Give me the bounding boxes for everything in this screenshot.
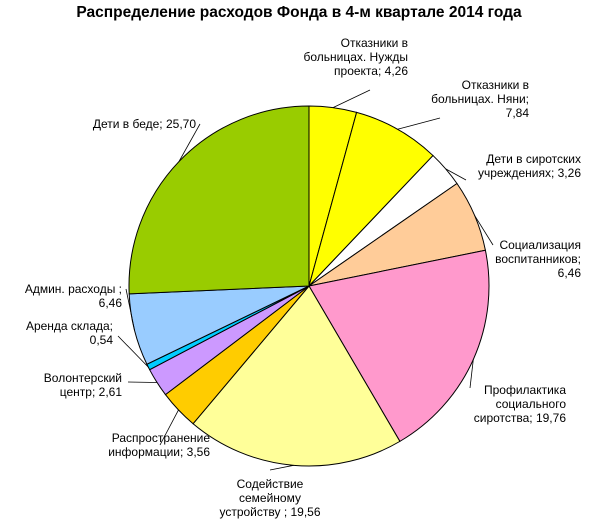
data-label-line: Волонтерский bbox=[44, 371, 122, 385]
leader-lines bbox=[117, 89, 494, 471]
data-label-line: Содействие bbox=[237, 477, 304, 491]
data-label-line: сиротства; 19,76 bbox=[474, 411, 567, 425]
data-label-line: больницах. Няни; bbox=[431, 92, 529, 106]
leader-line bbox=[445, 168, 467, 181]
pie-slices bbox=[128, 105, 490, 467]
leader-line bbox=[125, 288, 135, 331]
leader-line bbox=[178, 123, 201, 162]
data-label-line: учреждениях; 3,26 bbox=[478, 166, 581, 180]
leader-line bbox=[397, 117, 441, 130]
leader-line bbox=[269, 464, 294, 471]
data-label: Дети в беде; 25,70 bbox=[93, 117, 196, 131]
data-label-line: Социализация bbox=[499, 238, 581, 252]
leader-line bbox=[127, 381, 158, 383]
data-label-line: 7,84 bbox=[506, 106, 530, 120]
data-label-line: центр; 2,61 bbox=[60, 385, 123, 399]
data-label-line: Профилактика bbox=[484, 383, 566, 397]
data-label-line: больницах. Нужды bbox=[303, 50, 408, 64]
data-label-line: Дети в беде; 25,70 bbox=[93, 117, 196, 131]
data-label: Распространение информации; 3,56 bbox=[108, 431, 210, 459]
data-label-line: информации; 3,56 bbox=[108, 445, 210, 459]
data-labels: Отказники в больницах. Нужды проекта; 4,26… bbox=[25, 36, 581, 519]
data-label: Отказники в больницах. Няни; 7,84 bbox=[431, 78, 529, 120]
data-label-line: воспитанников; bbox=[495, 252, 581, 266]
data-label: Волонтерский центр; 2,61 bbox=[44, 371, 123, 399]
leader-line bbox=[474, 215, 494, 246]
data-label-line: Админ. расходы ; bbox=[25, 282, 122, 296]
data-label: Дети в сиротских учреждениях; 3,26 bbox=[478, 152, 581, 180]
data-label-line: Распространение bbox=[112, 431, 211, 445]
data-label: Отказники в больницах. Нужды проекта; 4,26 bbox=[303, 36, 408, 78]
data-label-line: 6,46 bbox=[99, 296, 123, 310]
data-label: Социализация воспитанников; 6,46 bbox=[495, 238, 581, 280]
data-label: Профилактика социального сиротства; 19,76 bbox=[474, 383, 567, 425]
data-label-line: устройству ; 19,56 bbox=[219, 505, 320, 519]
data-label-line: проекта; 4,26 bbox=[334, 64, 408, 78]
data-label-line: Дети в сиротских bbox=[486, 152, 581, 166]
leader-line bbox=[469, 359, 474, 389]
data-label: Аренда склада; 0,54 bbox=[26, 319, 113, 347]
pie-slice bbox=[128, 105, 310, 295]
data-label-line: 0,54 bbox=[90, 333, 114, 347]
data-label-line: Аренда склада; bbox=[26, 319, 113, 333]
data-label-line: 6,46 bbox=[558, 266, 582, 280]
data-label: Содействие семейному устройству ; 19,56 bbox=[219, 477, 320, 519]
leader-line bbox=[117, 335, 149, 368]
data-label-line: социального bbox=[496, 397, 567, 411]
data-label-line: Отказники в bbox=[462, 78, 529, 92]
chart-title: Распределение расходов Фонда в 4-м кварт… bbox=[76, 4, 522, 21]
data-label-line: семейному bbox=[239, 491, 301, 505]
data-label-line: Отказники в bbox=[341, 36, 408, 50]
data-label: Админ. расходы ; 6,46 bbox=[25, 282, 122, 310]
leader-line bbox=[332, 89, 371, 108]
leader-line bbox=[159, 409, 179, 446]
